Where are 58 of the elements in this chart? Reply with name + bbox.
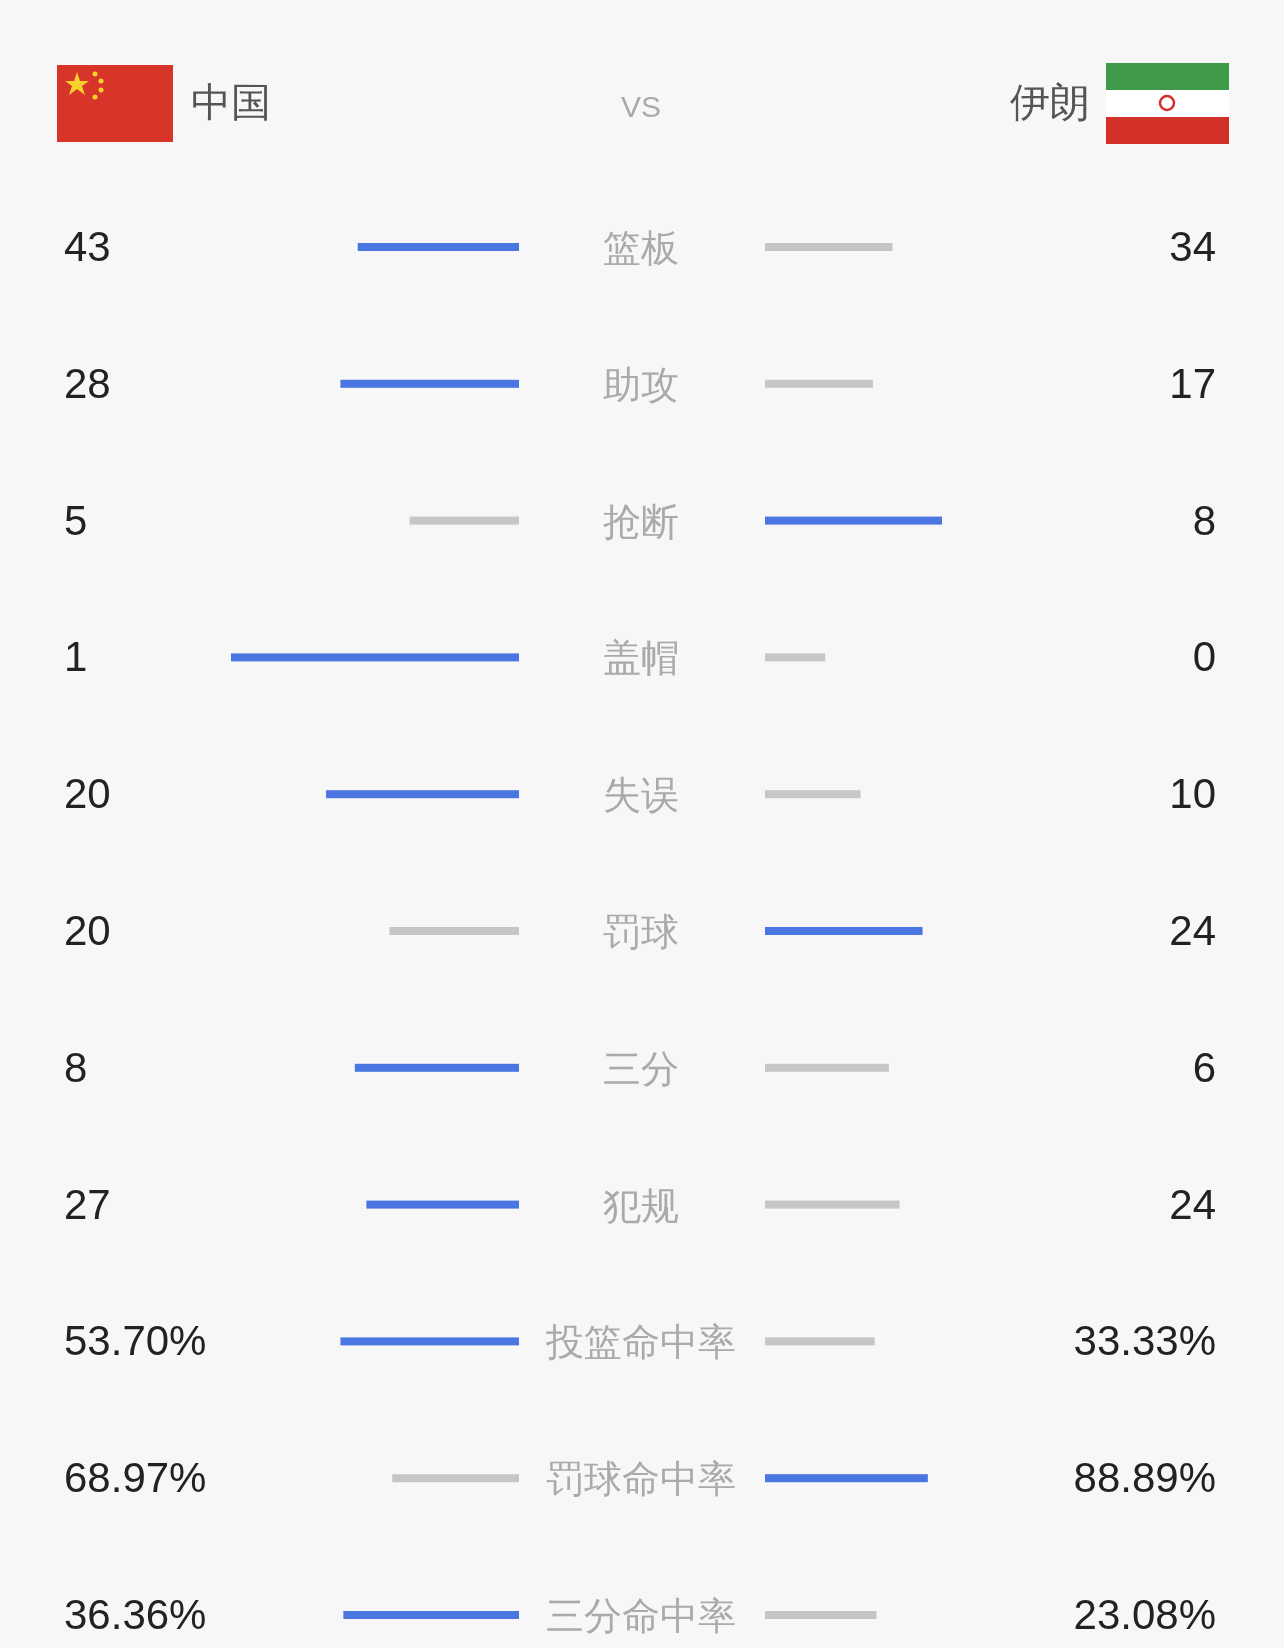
- text: 20: [64, 770, 111, 818]
- bar: [765, 927, 923, 935]
- text: 88.89%: [1073, 1454, 1216, 1502]
- text: 17: [1169, 359, 1216, 407]
- y-tick-label: 三分命中率: [546, 1595, 736, 1637]
- text: 33.33%: [1073, 1317, 1216, 1365]
- bar: [765, 516, 942, 525]
- bar: [340, 379, 519, 388]
- text: 伊朗: [1010, 80, 1090, 124]
- bar: [765, 1474, 928, 1483]
- y-tick-label: 盖帽: [603, 637, 679, 680]
- text: 6: [1192, 1043, 1216, 1091]
- bar: [354, 1063, 519, 1072]
- text: VS: [620, 90, 662, 123]
- text: 43: [64, 223, 111, 270]
- text: 1: [64, 633, 88, 681]
- bar: [389, 927, 519, 935]
- bar: [326, 790, 519, 799]
- bar: [765, 1611, 877, 1619]
- bar: [409, 516, 519, 525]
- y-tick-label: 失误: [603, 774, 679, 817]
- y-tick-label: 抢断: [603, 500, 679, 543]
- y-tick-label: 罚球: [603, 911, 679, 953]
- text: 36.36%: [64, 1591, 207, 1638]
- text: 0: [1192, 633, 1216, 681]
- text: 8: [64, 1043, 88, 1091]
- bar: [765, 1063, 889, 1072]
- bar: [765, 653, 826, 662]
- bar: [392, 1474, 519, 1483]
- y-tick-label: 三分: [603, 1047, 679, 1090]
- bar: [357, 243, 519, 251]
- text: 28: [64, 359, 111, 407]
- y-tick-label: 篮板: [603, 227, 679, 269]
- text: 34: [1169, 223, 1216, 270]
- bar: [765, 1200, 900, 1209]
- bar: [765, 379, 873, 388]
- bar: [765, 790, 861, 799]
- text: 24: [1169, 907, 1216, 954]
- text: 68.97%: [64, 1454, 207, 1502]
- bar: [366, 1200, 519, 1209]
- bar: [340, 1337, 519, 1346]
- text: 中国: [191, 80, 271, 124]
- y-tick-label: 罚球命中率: [546, 1458, 736, 1501]
- y-tick-label: 犯规: [603, 1184, 679, 1227]
- text: 23.08%: [1073, 1591, 1216, 1638]
- y-tick-label: 投篮命中率: [545, 1321, 736, 1364]
- bar: [343, 1611, 519, 1619]
- text: 27: [64, 1180, 111, 1228]
- bar: [231, 653, 519, 662]
- text: 5: [64, 496, 88, 544]
- text: 8: [1192, 496, 1216, 544]
- text: 20: [64, 907, 111, 954]
- bar: [765, 1337, 875, 1346]
- text: 10: [1169, 770, 1216, 818]
- y-tick-label: 助攻: [603, 363, 679, 406]
- bar: [765, 243, 893, 251]
- text: 53.70%: [64, 1317, 207, 1365]
- text: 24: [1169, 1180, 1216, 1228]
